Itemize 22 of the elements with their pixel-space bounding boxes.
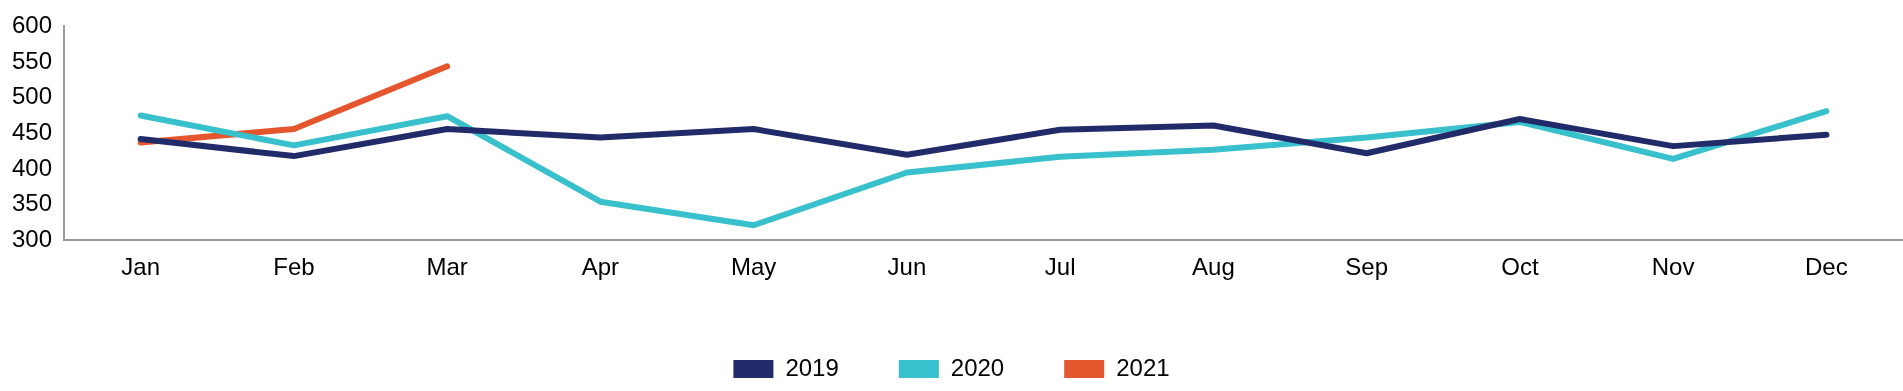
y-tick-label: 350 bbox=[12, 189, 53, 217]
x-tick-label: Oct bbox=[1501, 253, 1539, 281]
legend-label: 2019 bbox=[785, 353, 839, 381]
x-tick-label: Feb bbox=[273, 253, 315, 281]
x-tick-label: Mar bbox=[426, 253, 468, 281]
legend-label: 2020 bbox=[950, 353, 1005, 381]
x-tick-label: Jun bbox=[887, 253, 927, 281]
x-tick-label: Nov bbox=[1651, 253, 1695, 281]
y-tick-label: 550 bbox=[12, 46, 53, 74]
x-tick-label: Apr bbox=[581, 253, 620, 281]
y-tick-label: 500 bbox=[12, 82, 53, 110]
x-tick-label: Dec bbox=[1805, 253, 1848, 281]
x-tick-label: May bbox=[730, 253, 777, 281]
y-tick-label: 450 bbox=[12, 117, 53, 145]
x-tick-label: Jan bbox=[121, 253, 161, 281]
y-tick-label: 400 bbox=[12, 153, 53, 181]
x-tick-label: Sep bbox=[1345, 253, 1388, 281]
y-tick-label: 600 bbox=[12, 11, 53, 39]
legend-label: 2021 bbox=[1116, 353, 1170, 381]
y-tick-label: 300 bbox=[12, 224, 53, 252]
x-tick-label: Aug bbox=[1192, 253, 1235, 281]
x-tick-label: Jul bbox=[1044, 253, 1076, 281]
